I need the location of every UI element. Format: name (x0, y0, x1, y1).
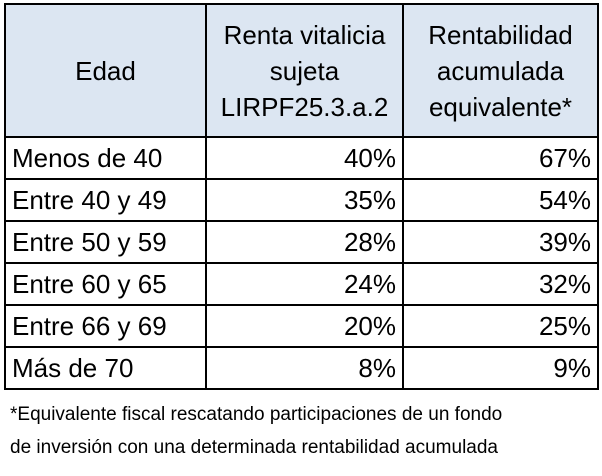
row-renta-cell: 35% (205, 178, 404, 222)
row-edad-cell: Entre 66 y 69 (4, 304, 207, 348)
footnote-line: *Equivalente fiscal rescatando participa… (10, 404, 503, 425)
row-edad-cell: Entre 50 y 59 (4, 220, 207, 264)
row-renta-cell: 40% (205, 136, 404, 180)
annuity-table: Edad Renta vitalicia sujeta LIRPF25.3.a.… (4, 3, 599, 390)
row-rentabilidad-cell: 67% (402, 136, 599, 180)
header-edad: Edad (4, 3, 207, 138)
row-renta-cell: 28% (205, 220, 404, 264)
header-rentabilidad: Rentabilidad acumulada equivalente* (402, 3, 599, 138)
row-edad-cell: Más de 70 (4, 346, 207, 390)
header-row: Edad Renta vitalicia sujeta LIRPF25.3.a.… (4, 3, 599, 138)
row-rentabilidad-cell: 39% (402, 220, 599, 264)
footnote: *Equivalente fiscal rescatando participa… (10, 398, 600, 464)
table-row: Menos de 40 40% 67% (4, 136, 599, 180)
row-edad-cell: Entre 40 y 49 (4, 178, 207, 222)
table-row: Entre 40 y 49 35% 54% (4, 178, 599, 222)
row-edad-cell: Entre 60 y 65 (4, 262, 207, 306)
footnote-line: de inversión con una determinada rentabi… (10, 437, 498, 458)
table-row: Más de 70 8% 9% (4, 346, 599, 390)
table-body: Menos de 40 40% 67% Entre 40 y 49 35% 54… (4, 136, 599, 390)
row-renta-cell: 20% (205, 304, 404, 348)
table-header: Edad Renta vitalicia sujeta LIRPF25.3.a.… (4, 3, 599, 138)
row-rentabilidad-cell: 25% (402, 304, 599, 348)
annuity-table-container: Edad Renta vitalicia sujeta LIRPF25.3.a.… (4, 3, 599, 390)
row-renta-cell: 8% (205, 346, 404, 390)
row-rentabilidad-cell: 32% (402, 262, 599, 306)
row-rentabilidad-cell: 54% (402, 178, 599, 222)
row-renta-cell: 24% (205, 262, 404, 306)
table-row: Entre 60 y 65 24% 32% (4, 262, 599, 306)
row-edad-cell: Menos de 40 (4, 136, 207, 180)
row-rentabilidad-cell: 9% (402, 346, 599, 390)
table-row: Entre 66 y 69 20% 25% (4, 304, 599, 348)
header-renta-vitalicia: Renta vitalicia sujeta LIRPF25.3.a.2 (205, 3, 404, 138)
table-row: Entre 50 y 59 28% 39% (4, 220, 599, 264)
